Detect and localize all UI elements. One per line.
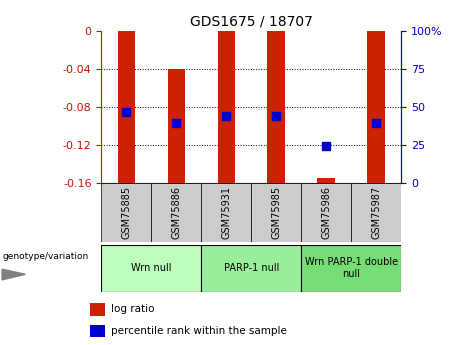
Text: percentile rank within the sample: percentile rank within the sample <box>111 326 287 336</box>
Text: Wrn PARP-1 double
null: Wrn PARP-1 double null <box>305 257 398 279</box>
Bar <box>318 178 335 183</box>
Polygon shape <box>2 269 25 280</box>
Bar <box>201 245 301 292</box>
Text: GSM75886: GSM75886 <box>171 186 181 239</box>
Bar <box>218 31 235 183</box>
Text: log ratio: log ratio <box>111 304 154 314</box>
Point <box>322 143 330 149</box>
Bar <box>151 183 201 242</box>
Bar <box>101 245 201 292</box>
Bar <box>301 245 401 292</box>
Bar <box>301 183 351 242</box>
Bar <box>118 31 135 183</box>
Text: GSM75987: GSM75987 <box>371 186 381 239</box>
Bar <box>168 69 185 183</box>
Bar <box>251 183 301 242</box>
Bar <box>367 31 385 183</box>
Bar <box>351 183 401 242</box>
Point <box>172 120 180 126</box>
Text: GSM75985: GSM75985 <box>271 186 281 239</box>
Point <box>223 114 230 119</box>
Point <box>123 109 130 115</box>
Point <box>372 120 380 126</box>
Text: GSM75885: GSM75885 <box>121 186 131 239</box>
Text: Wrn null: Wrn null <box>131 263 171 273</box>
Title: GDS1675 / 18707: GDS1675 / 18707 <box>190 14 313 29</box>
Bar <box>90 303 106 316</box>
Text: genotype/variation: genotype/variation <box>2 252 88 261</box>
Text: GSM75986: GSM75986 <box>321 186 331 239</box>
Text: GSM75931: GSM75931 <box>221 186 231 239</box>
Point <box>272 114 280 119</box>
Text: PARP-1 null: PARP-1 null <box>224 263 279 273</box>
Bar <box>90 325 106 337</box>
Bar <box>101 183 151 242</box>
Bar <box>267 31 285 183</box>
Bar <box>201 183 251 242</box>
